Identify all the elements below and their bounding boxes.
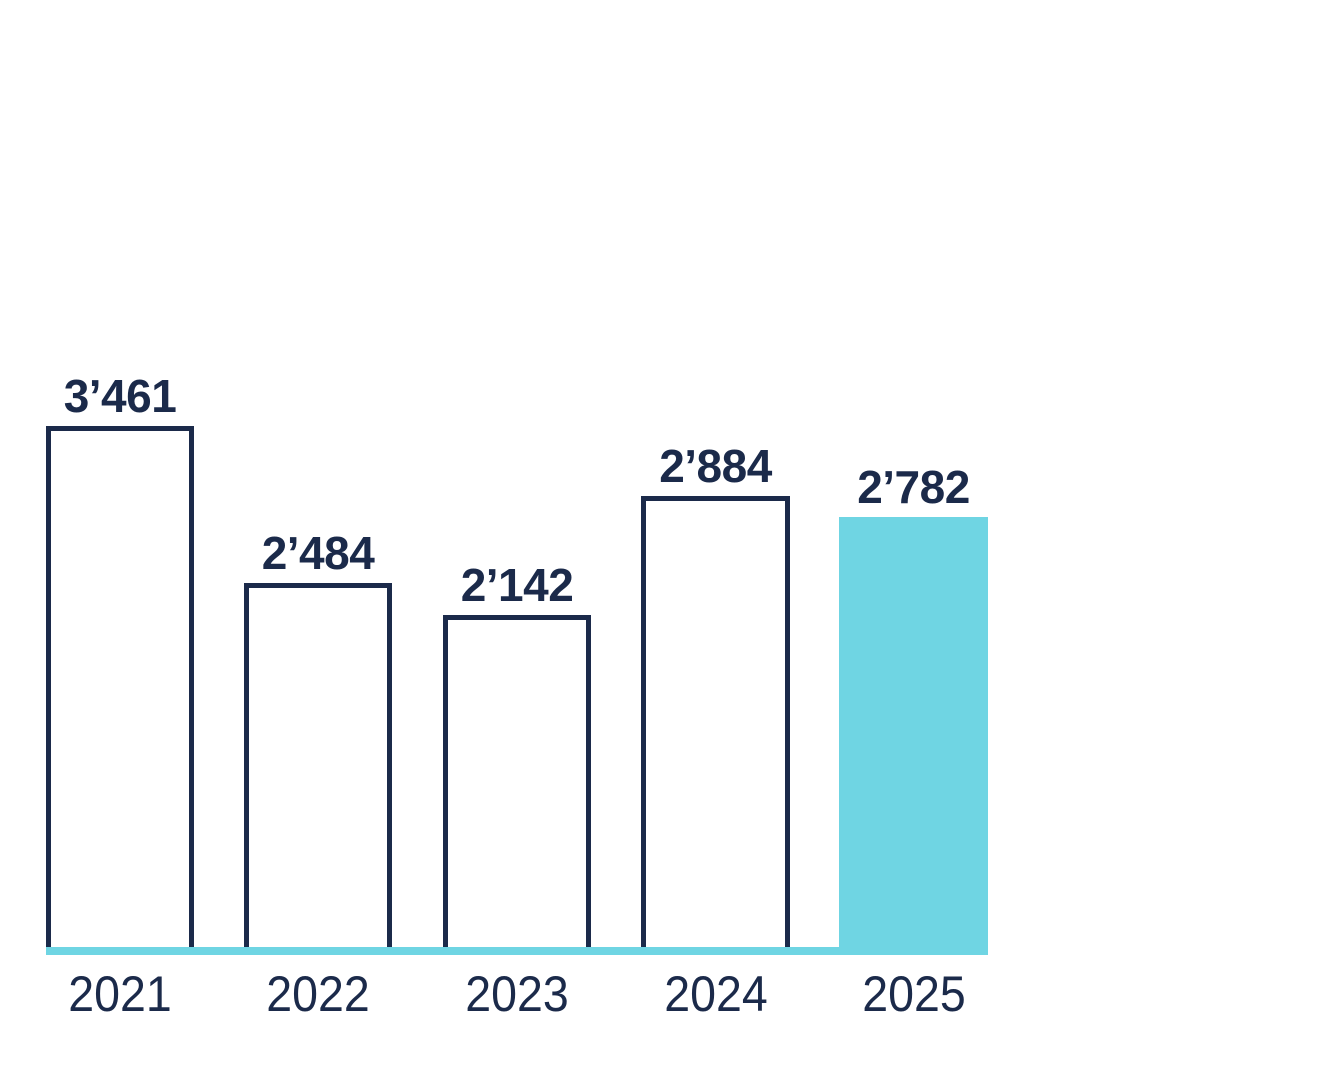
bar-value-label-2024: 2’884 [659,440,772,492]
bar-value-label-2023: 2’142 [460,559,574,611]
bar-group-2021: 3’461 [46,373,194,955]
bar-group-2025: 2’782 [839,464,988,955]
bar-group-2024: 2’884 [641,443,790,955]
category-label-2022: 2022 [266,966,370,1022]
bar-2024[interactable] [641,496,790,955]
bar-2023[interactable] [443,615,591,955]
bar-2021[interactable] [46,426,194,955]
category-label-2021: 2021 [68,966,172,1022]
bar-group-2022: 2’484 [244,530,392,955]
bar-value-label-2022: 2’484 [261,527,375,579]
category-label-2023: 2023 [465,966,569,1022]
axis-baseline [46,947,988,955]
bar-2025[interactable] [839,517,988,955]
category-label-2024: 2024 [664,966,768,1022]
bar-value-label-2025: 2’782 [857,461,970,513]
bar-group-2023: 2’142 [443,562,591,955]
category-axis: 2021 2022 2023 2024 2025 [0,968,1332,1028]
bar-2022[interactable] [244,583,392,955]
bar-value-label-2021: 3’461 [63,370,177,422]
category-label-2025: 2025 [862,966,966,1022]
